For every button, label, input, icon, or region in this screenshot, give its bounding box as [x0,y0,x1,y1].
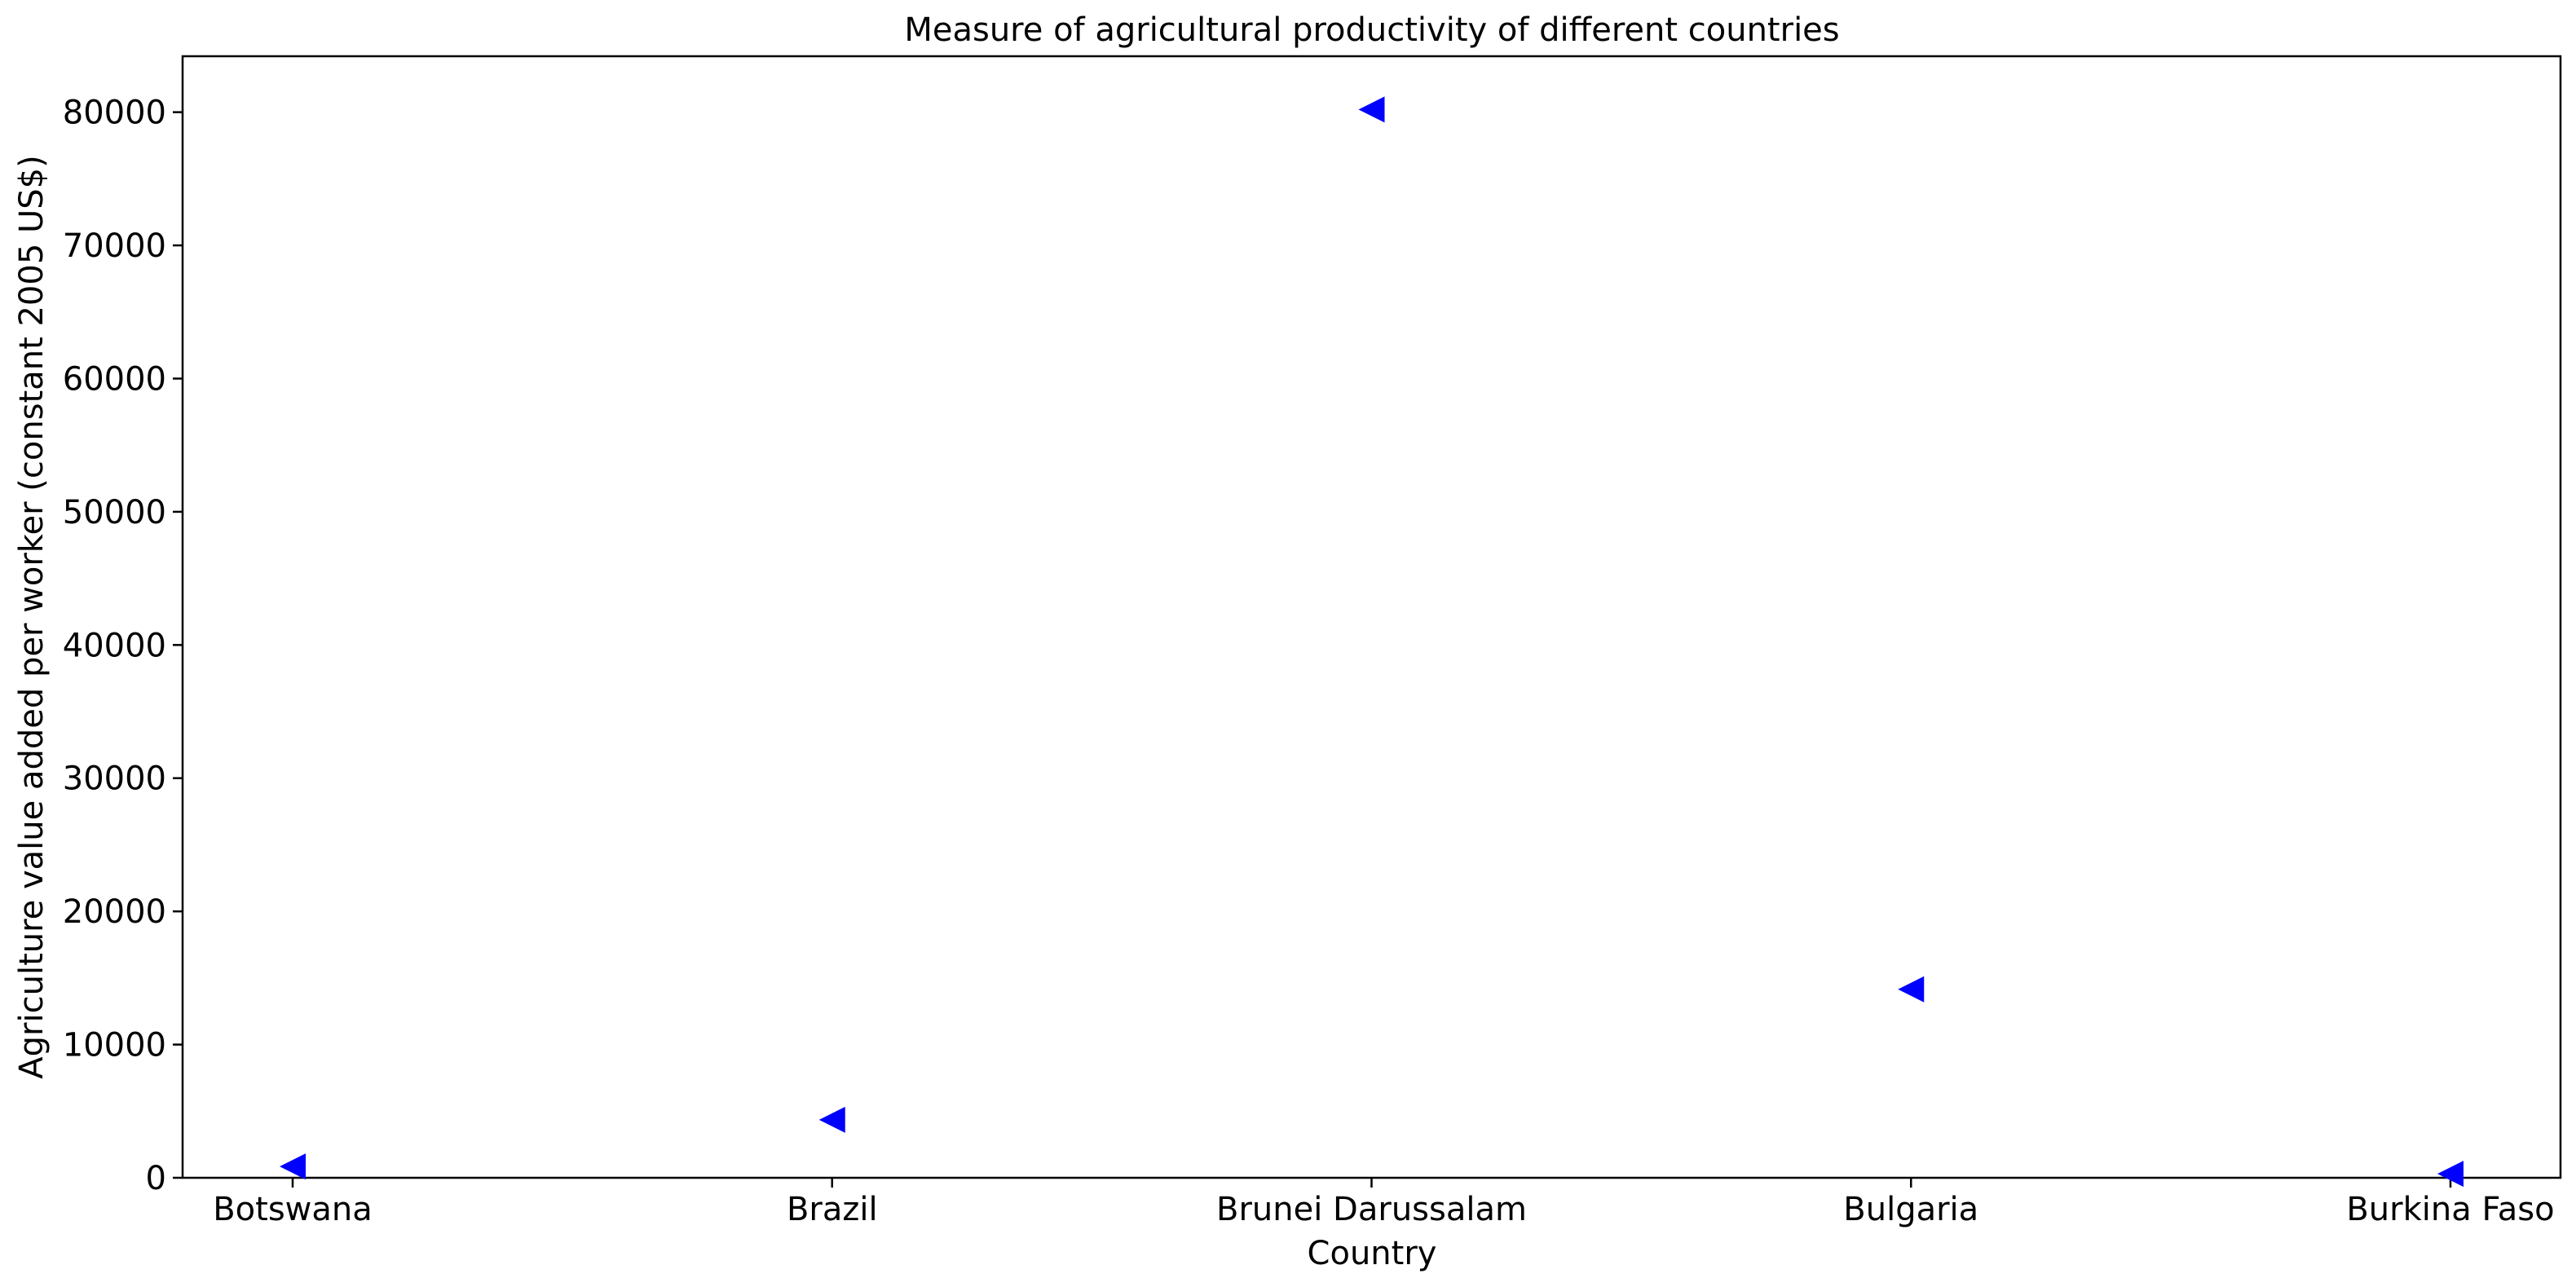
x-axis-label: Country [1308,1235,1437,1272]
y-tick-label: 30000 [63,760,166,798]
chart-title: Measure of agricultural productivity of … [904,11,1839,49]
data-point-brunei-darussalam [1358,96,1385,123]
y-tick-label: 40000 [63,627,166,664]
y-tick-label: 60000 [63,360,166,398]
y-axis-label: Agriculture value added per worker (cons… [13,155,51,1078]
data-point-botswana [280,1153,306,1180]
y-axis: 0 10000 20000 30000 40000 50000 60000 70000 8000… [63,95,183,1197]
y-tick-label: 70000 [63,227,166,265]
x-axis: Botswana Brazil Brunei Darussalam Bulgaria B… [213,1178,2555,1228]
y-tick-label: 20000 [63,893,166,931]
x-tick-label: Botswana [213,1191,373,1228]
y-tick-label: 0 [146,1160,166,1197]
x-tick-label: Brazil [787,1191,878,1228]
data-point-burkina-faso [2437,1161,2464,1188]
plot-area-frame [181,55,2562,1179]
data-points [280,96,2464,1188]
x-tick-label: Bulgaria [1843,1191,1978,1228]
x-tick-label: Burkina Faso [2346,1191,2554,1228]
y-tick-label: 10000 [63,1027,166,1064]
data-point-bulgaria [1898,976,1925,1003]
y-tick-label: 80000 [63,95,166,132]
x-tick-label: Brunei Darussalam [1216,1191,1527,1228]
data-point-brazil [818,1106,845,1133]
y-tick-label: 50000 [63,494,166,531]
